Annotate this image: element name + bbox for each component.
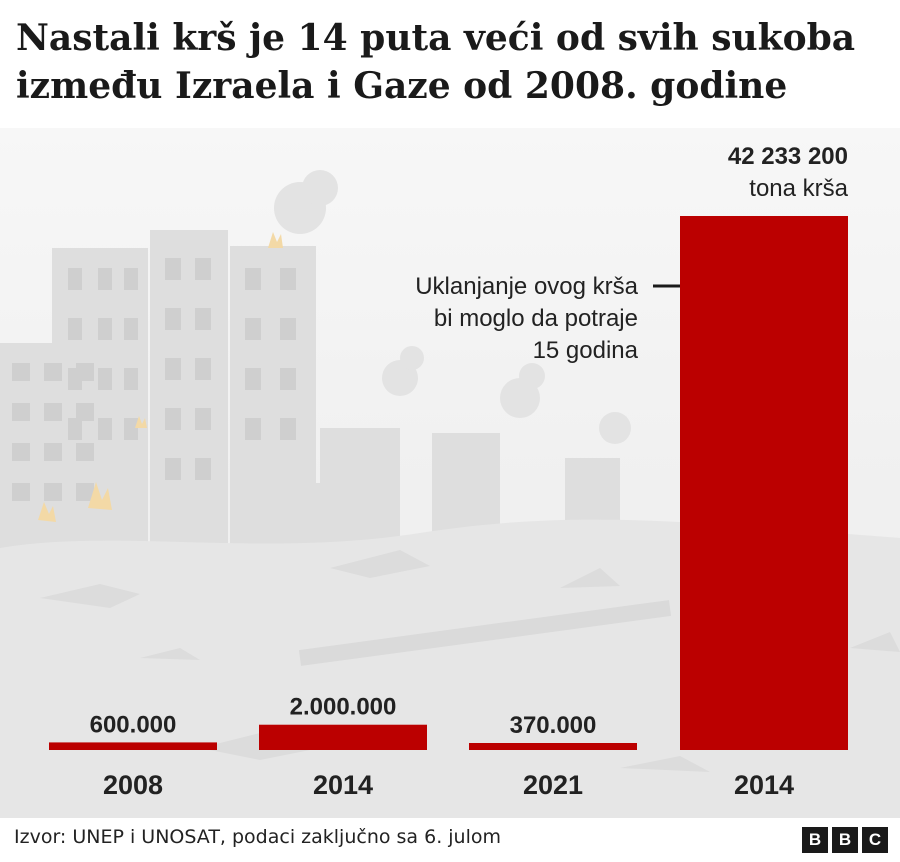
unit-label: tona krša	[749, 175, 848, 202]
x-tick-label: 2021	[523, 770, 583, 800]
bbc-logo: B B C	[802, 827, 888, 853]
x-tick-label: 2008	[103, 770, 163, 800]
bar-value-label: 42 233 200	[728, 143, 848, 170]
x-tick-label: 2014	[313, 770, 373, 800]
x-tick-label: 2014	[734, 770, 794, 800]
annotation-text: bi moglo da potraje	[434, 305, 638, 332]
bar-value-label: 370.000	[510, 712, 597, 739]
bbc-logo-letter: B	[832, 827, 858, 853]
source-note: Izvor: UNEP i UNOSAT, podaci zaključno s…	[14, 826, 502, 848]
bbc-logo-letter: C	[862, 827, 888, 853]
bar	[259, 724, 427, 750]
chart-panel: 600.000 2008 2.000.000 2014 370.000 2021 42 23…	[0, 128, 900, 818]
bar	[469, 743, 637, 750]
bar	[680, 216, 848, 750]
annotation-text: 15 godina	[533, 337, 639, 364]
chart-title: Nastali krš je 14 puta veći od svih suko…	[16, 17, 856, 107]
annotation-text: Uklanjanje ovog krša	[415, 273, 638, 300]
bar-value-label: 2.000.000	[290, 694, 397, 721]
bar-chart: 600.000 2008 2.000.000 2014 370.000 2021 42 23…	[49, 143, 849, 800]
bar-value-label: 600.000	[90, 711, 177, 738]
background-illustration	[0, 170, 900, 818]
bbc-logo-letter: B	[802, 827, 828, 853]
footer: Izvor: UNEP i UNOSAT, podaci zaključno s…	[0, 818, 900, 862]
bar	[49, 742, 217, 750]
